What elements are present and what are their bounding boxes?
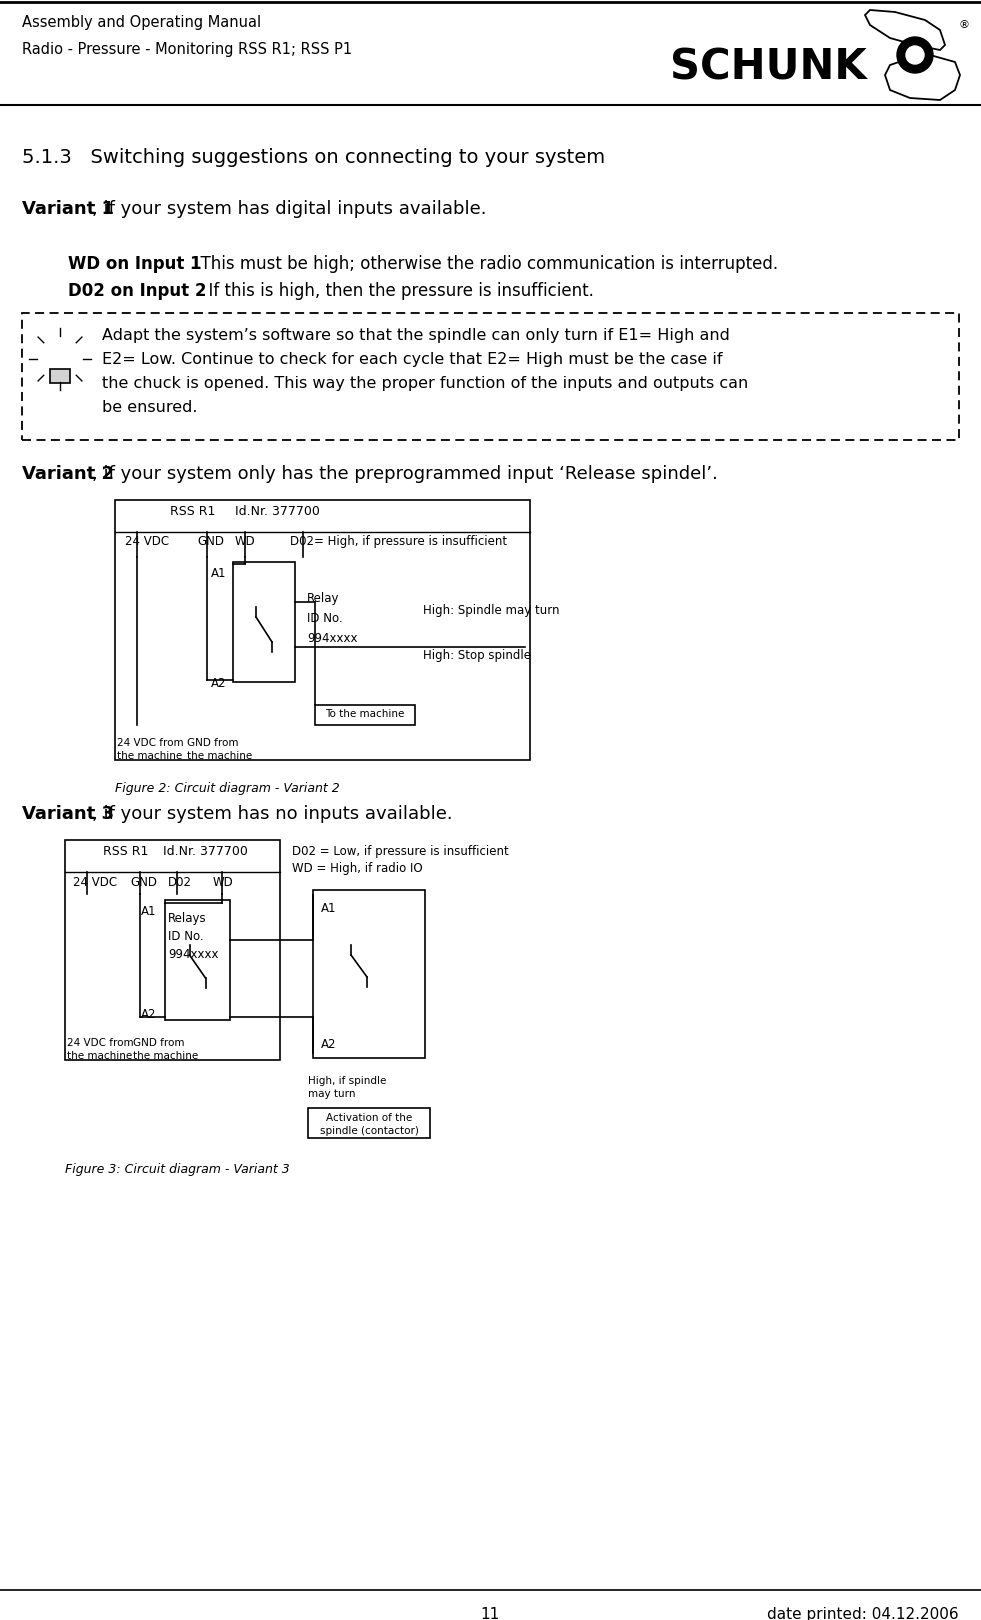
Text: , if your system has digital inputs available.: , if your system has digital inputs avai…: [92, 199, 487, 219]
Text: High: Stop spindle: High: Stop spindle: [423, 650, 531, 663]
Text: the machine: the machine: [67, 1051, 132, 1061]
FancyBboxPatch shape: [315, 705, 415, 726]
Text: the machine: the machine: [187, 752, 252, 761]
FancyBboxPatch shape: [50, 369, 70, 382]
Text: the machine: the machine: [133, 1051, 198, 1061]
Circle shape: [40, 339, 80, 379]
Text: 994xxxx: 994xxxx: [168, 948, 219, 961]
Text: A2: A2: [321, 1038, 336, 1051]
Text: To the machine: To the machine: [326, 710, 405, 719]
Text: Relays: Relays: [168, 912, 207, 925]
Text: GND from: GND from: [133, 1038, 184, 1048]
Text: ®: ®: [958, 19, 969, 31]
Text: Figure 2: Circuit diagram - Variant 2: Figure 2: Circuit diagram - Variant 2: [115, 782, 339, 795]
Text: A2: A2: [211, 677, 227, 690]
Text: , if your system only has the preprogrammed input ‘Release spindel’.: , if your system only has the preprogram…: [92, 465, 718, 483]
Text: the machine: the machine: [117, 752, 182, 761]
Text: D02= High, if pressure is insufficient: D02= High, if pressure is insufficient: [290, 535, 507, 548]
Text: A1: A1: [211, 567, 227, 580]
Text: 24 VDC: 24 VDC: [125, 535, 169, 548]
Text: . If this is high, then the pressure is insufficient.: . If this is high, then the pressure is …: [198, 282, 594, 300]
Circle shape: [897, 37, 933, 73]
Text: High, if spindle: High, if spindle: [308, 1076, 387, 1085]
FancyBboxPatch shape: [233, 562, 295, 682]
Text: Variant 2: Variant 2: [22, 465, 114, 483]
Text: Assembly and Operating Manual: Assembly and Operating Manual: [22, 15, 261, 31]
Text: 24 VDC from: 24 VDC from: [117, 739, 183, 748]
Text: . This must be high; otherwise the radio communication is interrupted.: . This must be high; otherwise the radio…: [190, 254, 778, 274]
Text: WD: WD: [235, 535, 256, 548]
FancyBboxPatch shape: [22, 313, 959, 441]
Text: 24 VDC from: 24 VDC from: [67, 1038, 133, 1048]
FancyBboxPatch shape: [308, 1108, 430, 1137]
Text: E2= Low. Continue to check for each cycle that E2= High must be the case if: E2= Low. Continue to check for each cycl…: [102, 352, 722, 368]
Polygon shape: [885, 55, 960, 100]
Text: Relay: Relay: [307, 591, 339, 604]
Text: Activation of the: Activation of the: [326, 1113, 412, 1123]
Text: RSS R1: RSS R1: [170, 505, 216, 518]
Text: date printed: 04.12.2006: date printed: 04.12.2006: [767, 1607, 959, 1620]
FancyBboxPatch shape: [65, 841, 280, 1059]
Text: Figure 3: Circuit diagram - Variant 3: Figure 3: Circuit diagram - Variant 3: [65, 1163, 289, 1176]
Text: High: Spindle may turn: High: Spindle may turn: [423, 604, 559, 617]
Text: Radio - Pressure - Monitoring RSS R1; RSS P1: Radio - Pressure - Monitoring RSS R1; RS…: [22, 42, 352, 57]
Text: the chuck is opened. This way the proper function of the inputs and outputs can: the chuck is opened. This way the proper…: [102, 376, 749, 390]
Text: GND: GND: [197, 535, 224, 548]
Text: Id.Nr. 377700: Id.Nr. 377700: [163, 846, 248, 859]
Text: GND: GND: [130, 876, 157, 889]
Text: Variant 1: Variant 1: [22, 199, 114, 219]
Text: RSS R1: RSS R1: [103, 846, 148, 859]
Text: GND from: GND from: [187, 739, 238, 748]
Text: may turn: may turn: [308, 1089, 355, 1098]
Text: , if your system has no inputs available.: , if your system has no inputs available…: [92, 805, 452, 823]
Text: ID No.: ID No.: [168, 930, 204, 943]
Text: Adapt the system’s software so that the spindle can only turn if E1= High and: Adapt the system’s software so that the …: [102, 327, 730, 343]
Text: spindle (contactor): spindle (contactor): [320, 1126, 419, 1136]
Text: 24 VDC: 24 VDC: [73, 876, 117, 889]
Text: WD = High, if radio IO: WD = High, if radio IO: [292, 862, 423, 875]
Circle shape: [906, 45, 924, 65]
Text: be ensured.: be ensured.: [102, 400, 197, 415]
FancyBboxPatch shape: [115, 501, 530, 760]
Text: Id.Nr. 377700: Id.Nr. 377700: [235, 505, 320, 518]
Text: 994xxxx: 994xxxx: [307, 632, 357, 645]
FancyBboxPatch shape: [313, 889, 425, 1058]
Text: WD: WD: [213, 876, 233, 889]
Text: ID No.: ID No.: [307, 612, 342, 625]
Text: D02 = Low, if pressure is insufficient: D02 = Low, if pressure is insufficient: [292, 846, 509, 859]
Text: A2: A2: [141, 1008, 157, 1021]
Text: 5.1.3   Switching suggestions on connecting to your system: 5.1.3 Switching suggestions on connectin…: [22, 147, 605, 167]
FancyBboxPatch shape: [165, 901, 230, 1021]
Text: 11: 11: [481, 1607, 499, 1620]
Text: Variant 3: Variant 3: [22, 805, 114, 823]
Text: D02 on Input 2: D02 on Input 2: [68, 282, 206, 300]
Text: A1: A1: [141, 906, 157, 919]
Text: A1: A1: [321, 902, 336, 915]
Text: SCHUNK: SCHUNK: [670, 47, 867, 89]
Text: WD on Input 1: WD on Input 1: [68, 254, 202, 274]
Text: D02: D02: [168, 876, 192, 889]
Polygon shape: [865, 10, 945, 50]
